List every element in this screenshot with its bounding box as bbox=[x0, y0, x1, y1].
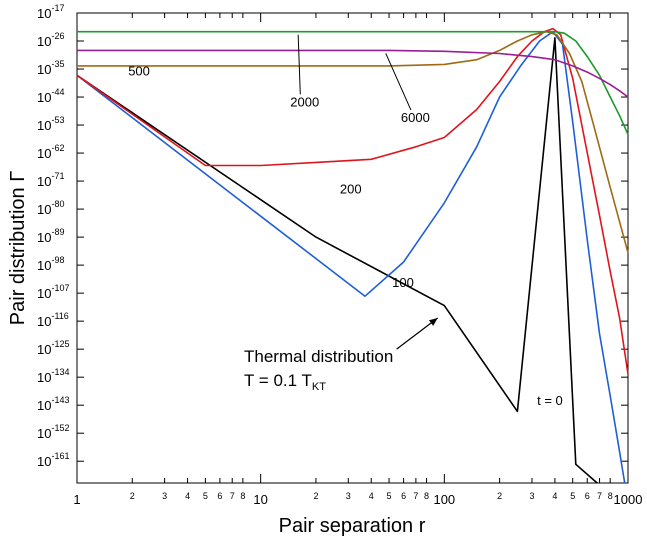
x-minor-tick-label: 5 bbox=[570, 491, 575, 501]
annotation-leader bbox=[297, 34, 301, 95]
data-series bbox=[76, 27, 629, 484]
series-line bbox=[77, 49, 629, 98]
y-tick-label: 10-71 bbox=[37, 171, 64, 189]
x-minor-tick-label: 5 bbox=[387, 491, 392, 501]
y-axis-label: Pair distribution Γ bbox=[7, 171, 29, 325]
y-tick-label: 10-125 bbox=[37, 339, 69, 357]
x-minor-tick-label: 3 bbox=[346, 491, 351, 501]
annotations: 500 2000 6000 200 100 t = 0 Thermal distributi… bbox=[128, 34, 563, 408]
x-minor-tick-label: 4 bbox=[552, 491, 557, 501]
curve-label: t = 0 bbox=[537, 393, 563, 408]
x-minor-tick-label: 7 bbox=[413, 491, 418, 501]
thermal-label-line1: Thermal distribution bbox=[244, 347, 393, 366]
x-minor-tick-label: 8 bbox=[240, 491, 245, 501]
curve-label: 200 bbox=[340, 182, 362, 197]
series-line bbox=[77, 30, 629, 253]
thermal-arrow-head bbox=[428, 318, 438, 326]
curve-label: 100 bbox=[392, 275, 414, 290]
y-tick-label: 10-116 bbox=[37, 311, 69, 329]
x-minor-tick-label: 7 bbox=[230, 491, 235, 501]
x-tick-label: 100 bbox=[433, 492, 455, 507]
x-minor-tick-label: 6 bbox=[585, 491, 590, 501]
y-tick-label: 10-62 bbox=[37, 143, 64, 161]
series-line bbox=[76, 27, 629, 375]
x-minor-tick-label: 5 bbox=[203, 491, 208, 501]
plot-frame bbox=[76, 12, 629, 484]
curve-label: 6000 bbox=[401, 110, 430, 125]
thermal-label-line2: T = 0.1 TKT bbox=[244, 371, 326, 393]
series-line bbox=[76, 37, 598, 484]
axis-ticks: 10-17 10-26 10-35 10-44 10-53 10-62 10-71 10-80… bbox=[37, 3, 642, 507]
y-tick-label: 10-26 bbox=[37, 31, 64, 49]
x-minor-tick-label: 8 bbox=[424, 491, 429, 501]
x-minor-tick-label: 7 bbox=[597, 491, 602, 501]
series-line bbox=[77, 30, 629, 135]
y-tick-label: 10-98 bbox=[37, 255, 64, 273]
curve-label: 500 bbox=[128, 63, 150, 78]
y-tick-label: 10-143 bbox=[37, 395, 69, 413]
y-tick-label: 10-53 bbox=[37, 115, 64, 133]
y-tick-label: 10-161 bbox=[37, 451, 69, 469]
x-tick-label: 1 bbox=[73, 492, 80, 507]
series-line bbox=[76, 30, 626, 484]
y-tick-label: 10-107 bbox=[37, 283, 69, 301]
x-minor-tick-label: 3 bbox=[162, 491, 167, 501]
y-tick-label: 10-134 bbox=[37, 367, 69, 385]
x-minor-tick-label: 2 bbox=[313, 491, 318, 501]
x-minor-tick-label: 4 bbox=[369, 491, 374, 501]
y-tick-label: 10-80 bbox=[37, 199, 64, 217]
x-minor-tick-label: 6 bbox=[401, 491, 406, 501]
x-tick-label: 1000 bbox=[614, 492, 643, 507]
x-minor-tick-label: 8 bbox=[608, 491, 613, 501]
x-tick-label: 10 bbox=[253, 492, 267, 507]
x-minor-tick-label: 3 bbox=[529, 491, 534, 501]
annotation-leader bbox=[385, 53, 412, 111]
y-tick-label: 10-152 bbox=[37, 423, 69, 441]
y-tick-label: 10-17 bbox=[37, 3, 64, 21]
thermal-arrow-shaft bbox=[396, 317, 439, 350]
x-minor-tick-label: 2 bbox=[130, 491, 135, 501]
x-minor-tick-label: 2 bbox=[497, 491, 502, 501]
y-tick-label: 10-44 bbox=[37, 87, 64, 105]
y-tick-label: 10-35 bbox=[37, 59, 64, 77]
x-minor-tick-label: 4 bbox=[185, 491, 190, 501]
x-axis-label: Pair separation r bbox=[279, 515, 426, 537]
y-tick-label: 10-89 bbox=[37, 227, 64, 245]
curve-label: 2000 bbox=[290, 94, 319, 109]
x-minor-tick-label: 6 bbox=[217, 491, 222, 501]
